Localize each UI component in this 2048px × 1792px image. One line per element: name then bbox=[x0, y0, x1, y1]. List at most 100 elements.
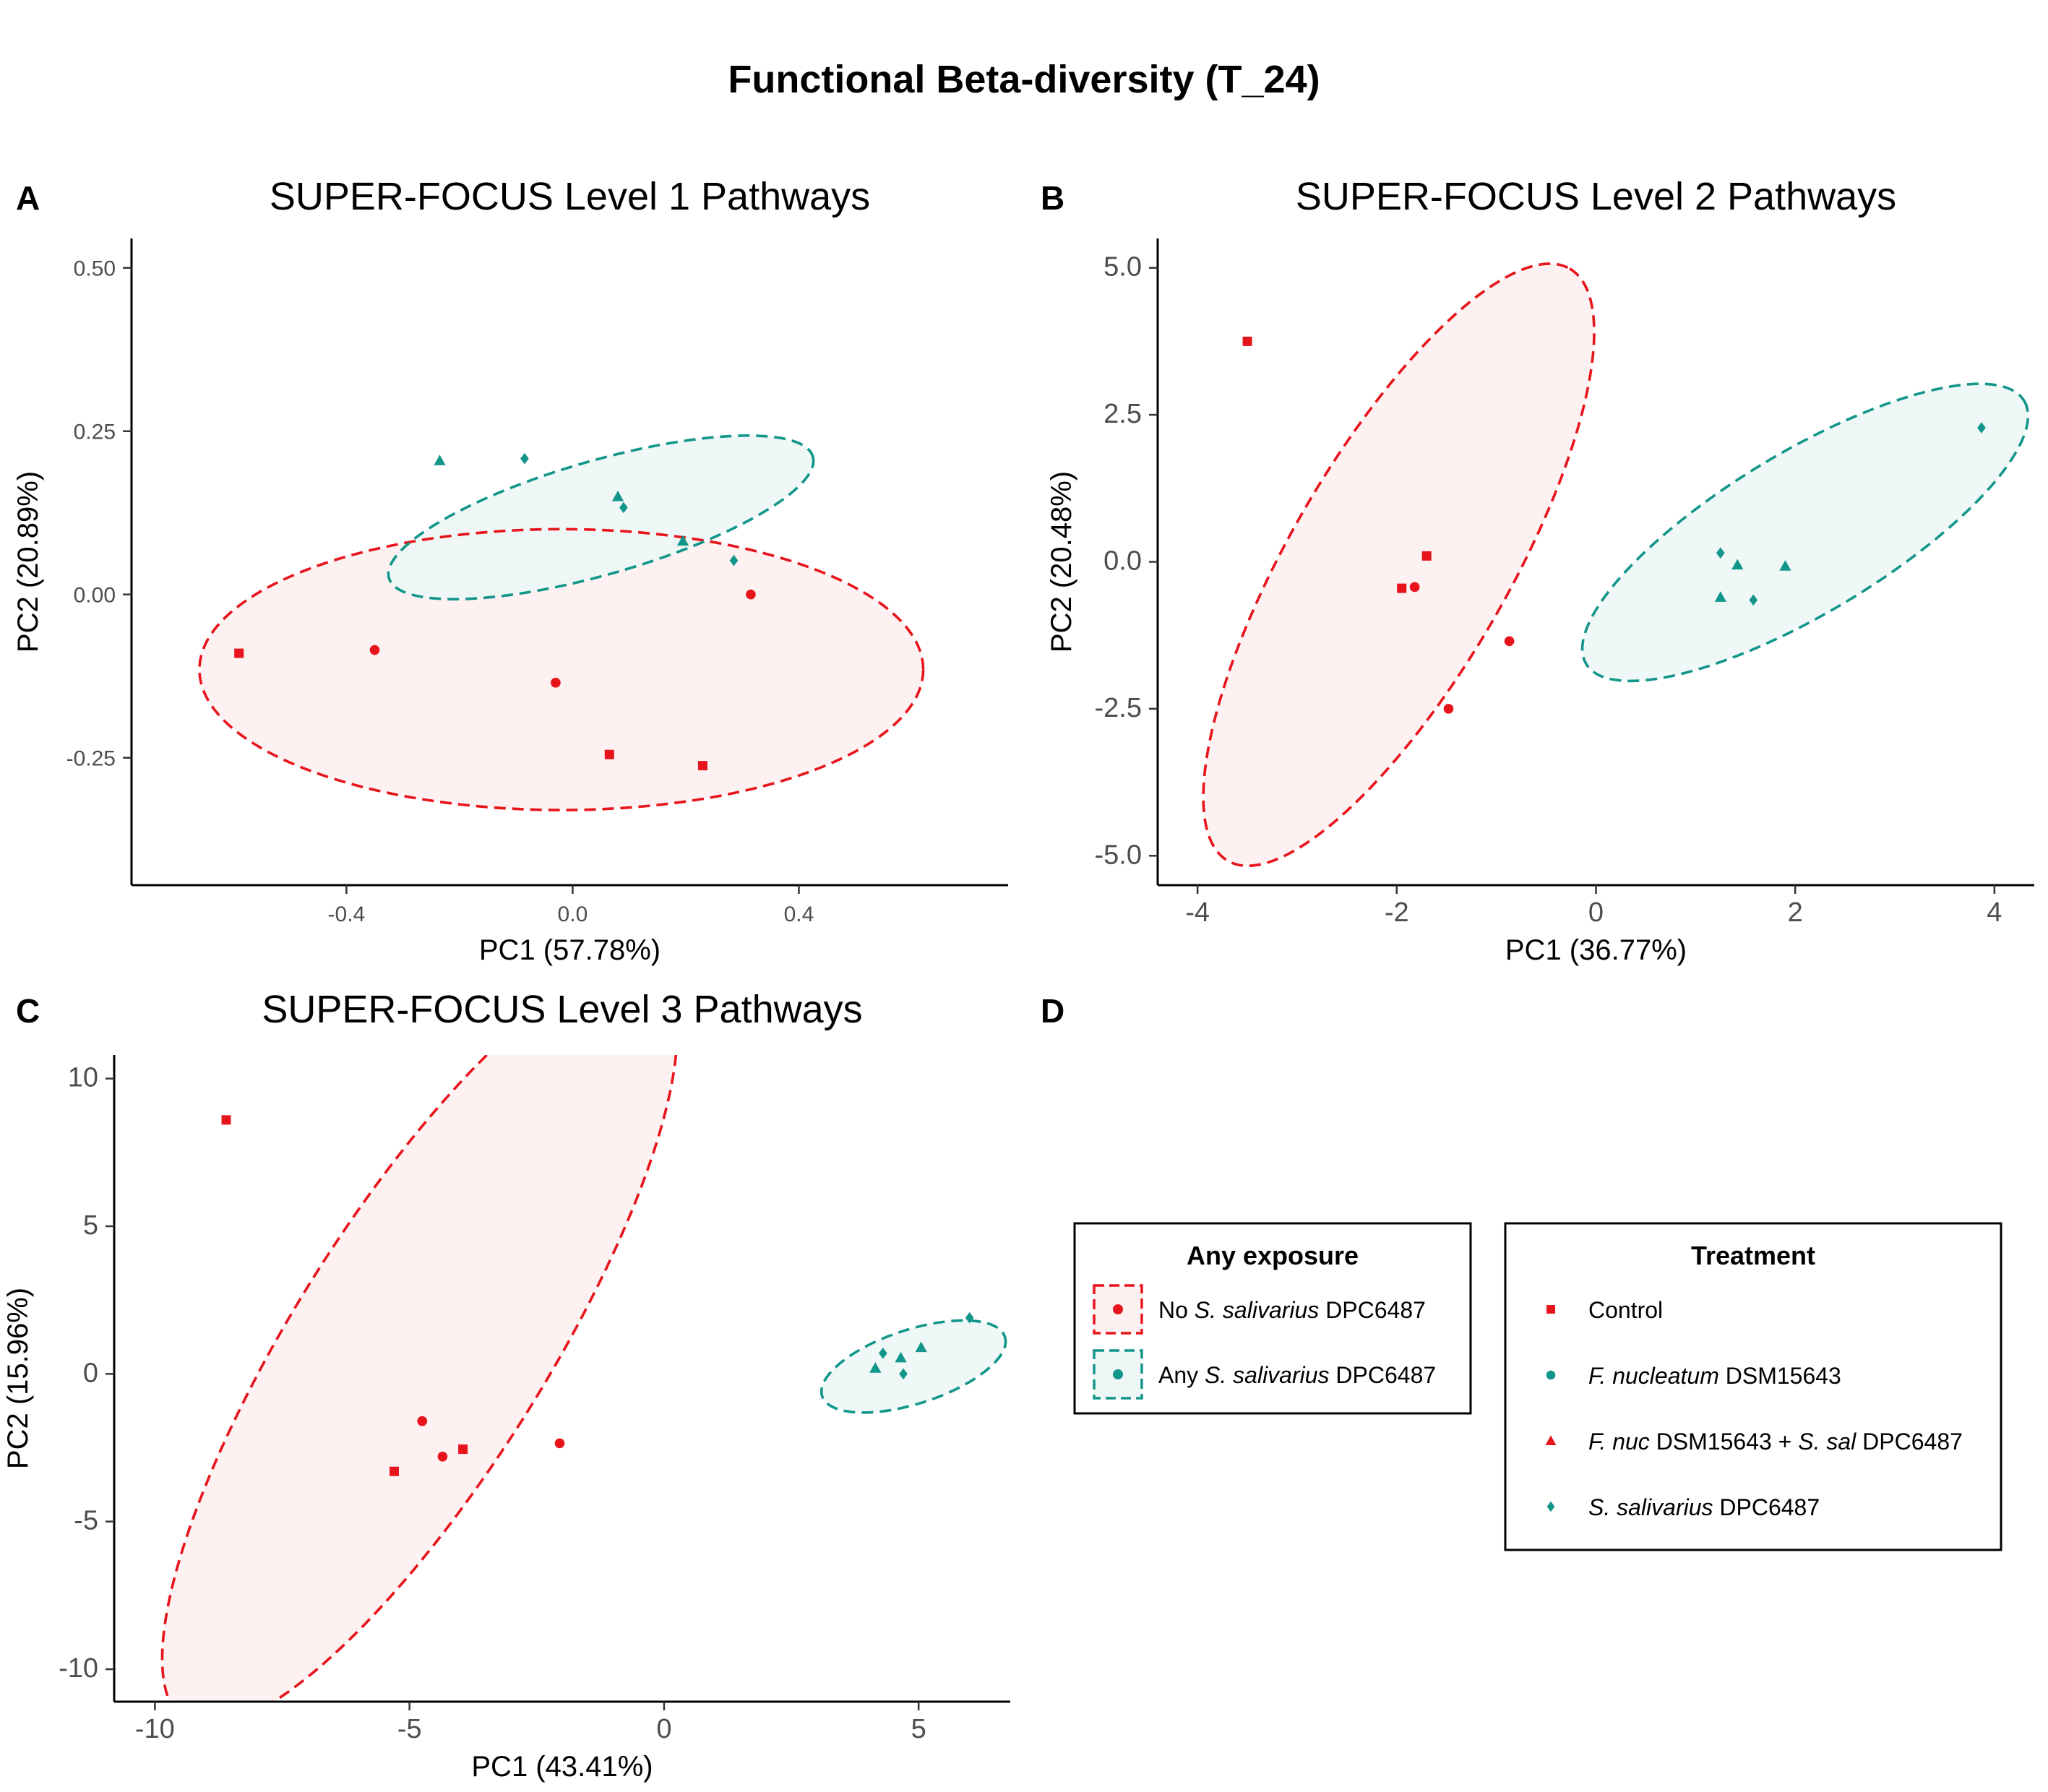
legend-treatment-key bbox=[1545, 1435, 1557, 1445]
legend-exposure-title: Any exposure bbox=[1187, 1241, 1359, 1270]
ellipse-fill-no-exposure bbox=[162, 1055, 677, 1702]
legend-label-part: DPC6487 bbox=[1713, 1494, 1820, 1520]
data-point bbox=[899, 1368, 908, 1380]
panel-b: B SUPER-FOCUS Level 2 Pathways -4 -2 0 2 4 -5.0… bbox=[1041, 175, 2034, 966]
legend-treatment-label: F. nuc DSM15643 + S. sal DPC6487 bbox=[1588, 1429, 1963, 1455]
data-point bbox=[869, 1362, 882, 1373]
data-point bbox=[1731, 559, 1744, 570]
x-axis-label: PC1 (43.41%) bbox=[471, 1751, 653, 1783]
plot-area bbox=[1202, 262, 2030, 868]
data-point bbox=[1504, 636, 1515, 647]
plot-area bbox=[198, 434, 925, 811]
legend-treatment-label: Control bbox=[1588, 1297, 1663, 1323]
ellipse-fill-any-exposure bbox=[821, 1320, 1006, 1413]
data-point bbox=[1397, 583, 1407, 593]
x-tick-label: -2 bbox=[1385, 897, 1409, 928]
data-point bbox=[1421, 551, 1432, 561]
data-point bbox=[915, 1341, 927, 1353]
legend-label-part: S. sal bbox=[1798, 1429, 1856, 1455]
panel-c: C SUPER-FOCUS Level 3 Pathways -10 -5 0 5 -10 -… bbox=[2, 988, 1010, 1783]
panel-a: A SUPER-FOCUS Level 1 Pathways -0.4 0.0 0.4 -… bbox=[12, 175, 1008, 966]
panel-title: SUPER-FOCUS Level 2 Pathways bbox=[1296, 175, 1896, 218]
x-tick-label: -4 bbox=[1185, 897, 1210, 928]
panel-tag: A bbox=[16, 179, 40, 217]
data-point bbox=[729, 554, 739, 567]
x-axis-label: PC1 (36.77%) bbox=[1505, 934, 1687, 966]
data-point bbox=[965, 1311, 974, 1324]
y-tick-label: -0.25 bbox=[66, 747, 116, 771]
data-point bbox=[434, 455, 446, 465]
legend-label-part: DSM15643 bbox=[1719, 1363, 1841, 1389]
data-point bbox=[554, 1438, 565, 1449]
legend-treatment-label: S. salivarius DPC6487 bbox=[1588, 1494, 1820, 1520]
y-tick-label: -5.0 bbox=[1095, 840, 1142, 870]
y-tick-label: 0.25 bbox=[74, 421, 116, 444]
data-point bbox=[1716, 547, 1725, 559]
legends-layer: Any exposure No S. salivarius DPC6487 Any … bbox=[1073, 1222, 2002, 1551]
legend-treatment-label: F. nucleatum DSM15643 bbox=[1588, 1363, 1841, 1389]
x-tick-label: 0.0 bbox=[558, 903, 588, 926]
data-point bbox=[437, 1451, 448, 1462]
data-point bbox=[221, 1115, 231, 1125]
ellipse-outline-any-exposure bbox=[819, 1319, 1007, 1414]
ellipse-fill-no-exposure bbox=[1203, 263, 1595, 866]
ellipse-outline-any-exposure bbox=[387, 434, 815, 601]
y-tick-label: 0.0 bbox=[1103, 546, 1142, 577]
data-point bbox=[1977, 422, 1986, 434]
legend-label-part: Any bbox=[1158, 1362, 1205, 1388]
panel-title: SUPER-FOCUS Level 1 Pathways bbox=[270, 175, 870, 218]
data-point bbox=[619, 501, 628, 514]
data-point bbox=[1409, 582, 1420, 593]
legend-exposure: Any exposure No S. salivarius DPC6487 Any … bbox=[1073, 1222, 1472, 1415]
legend-treatment-box bbox=[1504, 1222, 2002, 1551]
legend-exposure-label: Any S. salivarius DPC6487 bbox=[1158, 1362, 1436, 1388]
y-tick-label: -2.5 bbox=[1095, 693, 1142, 723]
legend-treatment-key bbox=[1546, 1501, 1555, 1512]
ellipse-fill-any-exposure bbox=[1582, 384, 2028, 681]
panel-d-tag: D bbox=[1041, 992, 1064, 1030]
legend-label-part: F. nucleatum bbox=[1588, 1363, 1719, 1389]
ellipse-fill-any-exposure bbox=[388, 435, 814, 600]
y-tick-label: 2.5 bbox=[1103, 399, 1142, 429]
y-tick-label: 10 bbox=[68, 1063, 98, 1093]
ellipse-outline-any-exposure bbox=[1580, 382, 2030, 683]
y-tick-label: 0.50 bbox=[74, 257, 116, 281]
legend-label-part: DPC6487 bbox=[1319, 1297, 1426, 1323]
y-tick-label: 5.0 bbox=[1103, 252, 1142, 283]
data-point bbox=[458, 1444, 468, 1455]
x-tick-label: -0.4 bbox=[328, 903, 366, 926]
data-point bbox=[1714, 591, 1726, 602]
legend-treatment-key bbox=[1546, 1305, 1555, 1314]
data-point bbox=[1242, 336, 1252, 346]
legend-label-part: S. salivarius bbox=[1205, 1362, 1330, 1388]
legend-label-part: DPC6487 bbox=[1856, 1429, 1963, 1455]
legend-label-part: S. salivarius bbox=[1195, 1297, 1320, 1323]
x-tick-label: -10 bbox=[135, 1714, 175, 1744]
legend-exposure-label: No S. salivarius DPC6487 bbox=[1158, 1297, 1426, 1323]
legend-exposure-dot bbox=[1113, 1369, 1123, 1379]
data-point bbox=[697, 761, 707, 771]
y-tick-label: -5 bbox=[74, 1506, 98, 1536]
data-point bbox=[390, 1466, 399, 1476]
data-point bbox=[895, 1351, 907, 1363]
data-point bbox=[1443, 704, 1454, 714]
x-tick-label: 2 bbox=[1788, 897, 1803, 928]
ellipse-outline-no-exposure bbox=[160, 1055, 679, 1702]
panel-tag: C bbox=[16, 992, 40, 1030]
legend-treatment-key bbox=[1546, 1370, 1556, 1380]
y-tick-label: 0.00 bbox=[74, 584, 116, 608]
data-point bbox=[234, 648, 244, 658]
y-tick-label: -10 bbox=[59, 1653, 98, 1684]
x-tick-label: 5 bbox=[911, 1714, 926, 1744]
legend-label-part: F. nuc bbox=[1588, 1429, 1650, 1455]
x-tick-label: -5 bbox=[397, 1714, 422, 1744]
x-tick-label: 0 bbox=[656, 1714, 671, 1744]
y-tick-label: 5 bbox=[83, 1210, 98, 1241]
data-point bbox=[746, 589, 756, 600]
data-point bbox=[879, 1347, 887, 1359]
x-axis-label: PC1 (57.78%) bbox=[479, 934, 661, 966]
figure-title: Functional Beta-diversity (T_24) bbox=[728, 58, 1320, 101]
x-tick-label: 0 bbox=[1588, 897, 1604, 928]
